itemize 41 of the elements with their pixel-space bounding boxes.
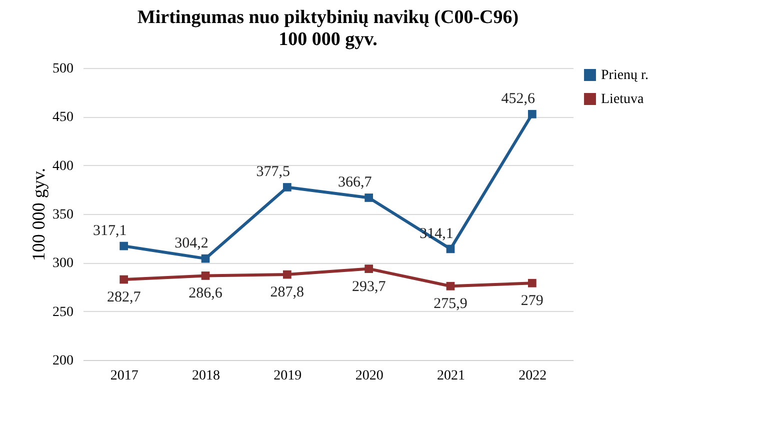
point xyxy=(364,194,374,202)
x-tick-label: 2017 xyxy=(110,368,138,384)
point xyxy=(120,242,128,250)
y-tick-label: 300 xyxy=(52,256,74,272)
point xyxy=(364,264,374,273)
x-tick-label: 2019 xyxy=(274,368,302,384)
data-label: 317,1 xyxy=(92,223,127,240)
y-tick-label: 450 xyxy=(52,110,74,126)
chart-subtitle: 100 000 gyv. xyxy=(278,29,378,50)
point xyxy=(282,270,292,279)
data-label: 293,7 xyxy=(352,278,386,295)
legend-label: Prienų r. xyxy=(601,68,648,83)
point xyxy=(120,275,128,284)
data-label: 287,8 xyxy=(270,284,304,301)
y-tick-label: 350 xyxy=(52,208,74,222)
data-label: 279 xyxy=(520,293,544,310)
point xyxy=(528,110,536,118)
point xyxy=(446,282,455,290)
data-label: 377,5 xyxy=(256,164,290,180)
x-tick-label: 2022 xyxy=(518,368,547,384)
point xyxy=(282,183,292,192)
data-label: 452,6 xyxy=(501,91,536,108)
data-label: 282,7 xyxy=(106,290,142,306)
y-tick-label: 250 xyxy=(52,304,74,320)
y-tick-label: 500 xyxy=(52,62,74,76)
data-label: 304,2 xyxy=(174,236,208,252)
legend-label: Lietuva xyxy=(601,92,645,107)
point xyxy=(446,244,455,254)
y-axis-title: 100 000 gyv. xyxy=(28,168,48,262)
point xyxy=(201,254,210,263)
y-tick-label: 200 xyxy=(52,354,74,368)
point xyxy=(528,278,536,288)
data-label: 275,9 xyxy=(434,296,468,312)
data-label: 366,7 xyxy=(338,174,372,191)
x-tick-label: 2021 xyxy=(437,368,465,384)
chart-title: Mirtingumas nuo piktybinių navikų (C00-C96) xyxy=(137,7,519,28)
point xyxy=(201,272,210,280)
x-tick-label: 2018 xyxy=(192,368,220,384)
x-tick-label: 2020 xyxy=(355,368,384,384)
y-tick-label: 400 xyxy=(52,158,74,174)
data-label: 286,6 xyxy=(188,286,223,302)
